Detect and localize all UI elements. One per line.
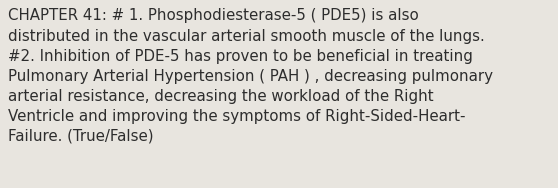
Text: CHAPTER 41: # 1. Phosphodiesterase-5 ( PDE5) is also
distributed in the vascular: CHAPTER 41: # 1. Phosphodiesterase-5 ( P…	[8, 8, 493, 144]
